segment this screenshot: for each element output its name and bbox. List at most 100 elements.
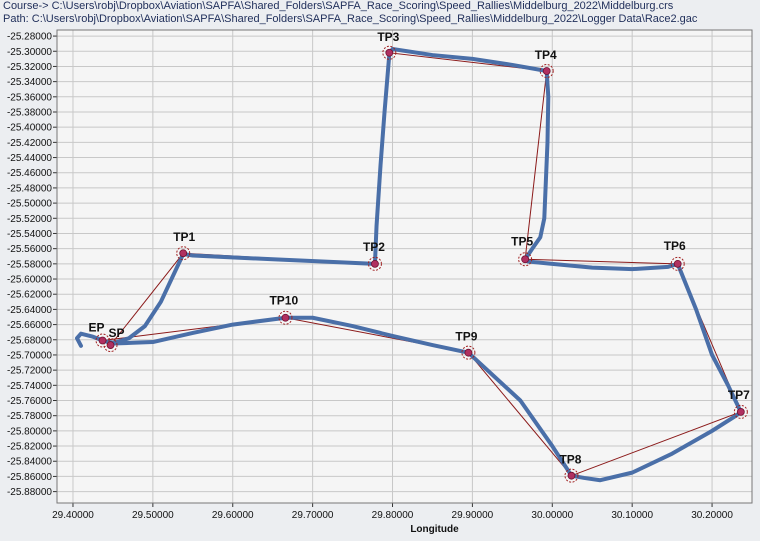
turnpoint-dot <box>385 48 394 57</box>
y-tick-label: -25.50000 <box>7 199 52 210</box>
turnpoint-dot <box>673 259 682 268</box>
turnpoint-label-sp: SP <box>109 326 125 340</box>
x-tick-label: 29.80000 <box>372 510 414 521</box>
y-tick-label: -25.66000 <box>7 320 52 331</box>
y-tick-label: -25.28000 <box>7 32 52 43</box>
turnpoint-dot <box>179 249 188 258</box>
plot-frame <box>56 29 753 504</box>
turnpoint-label-tp9: TP9 <box>455 330 477 344</box>
y-tick-label: -25.36000 <box>7 92 52 103</box>
y-tick-label: -25.34000 <box>7 77 52 88</box>
course-file-line: Course-> C:\Users\robj\Dropbox\Aviation\… <box>3 0 673 12</box>
y-tick-label: -25.44000 <box>7 153 52 164</box>
y-tick-label: -25.68000 <box>7 335 52 346</box>
turnpoint-marker-tp10 <box>278 310 293 325</box>
turnpoint-ring <box>176 246 191 261</box>
turnpoint-label-tp7: TP7 <box>728 388 750 402</box>
x-tick-label: 30.20000 <box>691 510 733 521</box>
turnpoint-marker-tp9 <box>461 345 476 360</box>
turnpoint-marker-tp5 <box>518 252 533 267</box>
x-axis-title: Longitude <box>410 524 459 535</box>
y-tick-label: -25.54000 <box>7 229 52 240</box>
turnpoint-label-tp10: TP10 <box>269 294 298 308</box>
turnpoint-ring <box>564 468 579 483</box>
y-tick-label: -25.42000 <box>7 138 52 149</box>
y-tick-label: -25.38000 <box>7 107 52 118</box>
turnpoint-ring <box>278 310 293 325</box>
y-tick-label: -25.72000 <box>7 366 52 377</box>
y-tick-label: -25.30000 <box>7 47 52 58</box>
x-axis: 29.40000 29.50000 29.60000 29.70000 29.80000… <box>52 502 752 535</box>
turnpoint-label-tp6: TP6 <box>664 239 686 253</box>
x-tick-label: 29.50000 <box>132 510 174 521</box>
turnpoint-ring <box>103 338 118 353</box>
y-tick-label: -25.46000 <box>7 168 52 179</box>
y-tick-label: -25.76000 <box>7 396 52 407</box>
y-tick-label: -25.70000 <box>7 350 52 361</box>
y-axis: -25.28000 -25.30000 -25.32000 -25.34000 -25.… <box>7 30 58 503</box>
logger-path-line: Path: C:\Users\robj\Dropbox\Aviation\SAP… <box>3 13 697 25</box>
y-tick-label: -25.62000 <box>7 290 52 301</box>
turnpoint-labels: SP TP1 TP2 TP3 TP4 TP5 TP6 TP7 TP8 TP9 TP10 EP <box>89 30 751 467</box>
turnpoint-marker-tp8 <box>564 468 579 483</box>
turnpoint-ring <box>733 404 748 419</box>
turnpoint-label-tp1: TP1 <box>173 230 195 244</box>
turnpoint-ring <box>461 345 476 360</box>
turnpoint-markers <box>95 45 748 483</box>
y-tick-label: -25.74000 <box>7 381 52 392</box>
turnpoint-marker-tp4 <box>539 63 554 78</box>
y-tick-label: -25.88000 <box>7 487 52 498</box>
x-tick-label: 29.40000 <box>52 510 94 521</box>
turnpoint-label-tp8: TP8 <box>559 453 581 467</box>
turnpoint-ring <box>518 252 533 267</box>
y-tick-label: -25.48000 <box>7 183 52 194</box>
turnpoint-dot <box>542 67 551 75</box>
x-tick-label: 29.70000 <box>292 510 334 521</box>
y-tick-label: -25.80000 <box>7 426 52 437</box>
x-tick-label: 30.00000 <box>531 510 573 521</box>
x-tick-label: 29.60000 <box>212 510 254 521</box>
turnpoint-marker-tp1 <box>176 246 191 261</box>
turnpoint-ring <box>382 45 397 60</box>
y-tick-label: -25.82000 <box>7 442 52 453</box>
y-tick-label: -25.78000 <box>7 411 52 422</box>
turnpoint-label-ep: EP <box>89 321 105 335</box>
turnpoint-ring <box>670 256 685 271</box>
course-label: Course-> <box>3 0 49 12</box>
turnpoint-marker-tp3 <box>382 45 397 60</box>
turnpoint-dot <box>464 348 473 357</box>
turnpoint-ring <box>95 333 110 348</box>
x-tick-label: 30.10000 <box>611 510 653 521</box>
x-tick-label: 29.90000 <box>452 510 494 521</box>
turnpoint-label-tp4: TP4 <box>535 48 557 62</box>
y-tick-label: -25.52000 <box>7 214 52 225</box>
turnpoint-label-tp5: TP5 <box>511 234 533 248</box>
path-label: Path: <box>3 13 29 25</box>
turnpoint-dot <box>521 255 530 264</box>
y-tick-label: -25.84000 <box>7 457 52 468</box>
y-tick-label: -25.86000 <box>7 472 52 483</box>
course-file-path: C:\Users\robj\Dropbox\Aviation\SAPFA\Sha… <box>51 0 674 12</box>
y-tick-label: -25.40000 <box>7 123 52 134</box>
y-tick-label: -25.60000 <box>7 275 52 286</box>
turnpoint-dot <box>106 341 115 349</box>
turnpoint-dot <box>371 259 379 268</box>
y-tick-label: -25.32000 <box>7 62 52 73</box>
turnpoint-label-tp2: TP2 <box>363 240 385 254</box>
y-tick-label: -25.56000 <box>7 244 52 255</box>
turnpoint-dot <box>98 336 107 345</box>
turnpoint-ring <box>367 256 382 271</box>
turnpoint-dot <box>281 313 290 322</box>
y-tick-label: -25.64000 <box>7 305 52 316</box>
turnpoint-marker-tp7 <box>733 404 748 419</box>
turnpoint-marker-tp2 <box>367 256 382 271</box>
logger-file-path: C:\Users\robj\Dropbox\Aviation\SAPFA\Sha… <box>31 13 698 25</box>
turnpoint-marker-tp6 <box>670 256 685 271</box>
turnpoint-dot <box>567 471 576 480</box>
turnpoint-label-tp3: TP3 <box>377 30 399 44</box>
turnpoint-marker-ep <box>95 333 110 348</box>
turnpoint-dot <box>736 407 745 416</box>
y-tick-label: -25.58000 <box>7 259 52 270</box>
turnpoint-ring <box>539 63 554 78</box>
